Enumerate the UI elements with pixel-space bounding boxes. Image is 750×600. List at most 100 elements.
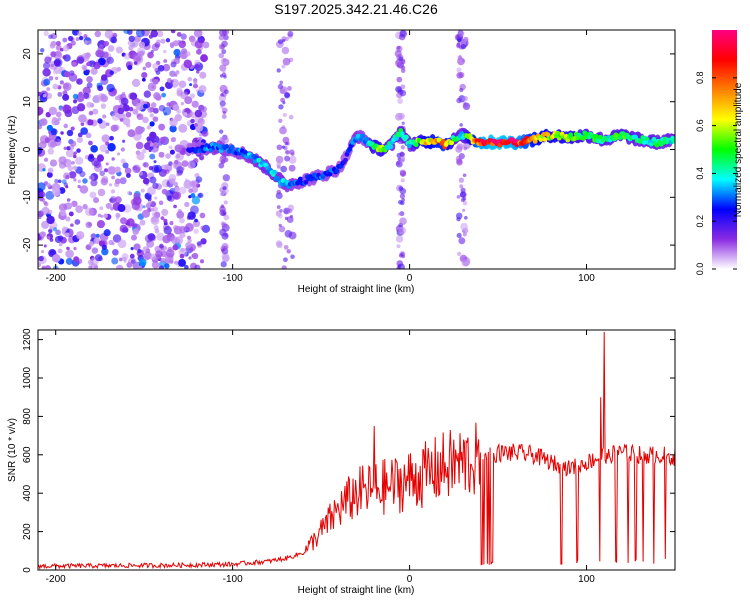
heatmap-speckle <box>107 45 115 52</box>
heatmap-speckle <box>46 236 51 240</box>
heatmap-speckle <box>183 179 193 189</box>
heatmap-speckle <box>169 70 176 77</box>
heatmap-speckle <box>97 213 102 218</box>
heatmap-speckle <box>219 191 225 197</box>
heatmap-speckle <box>128 35 135 42</box>
heatmap-speckle <box>111 242 115 246</box>
heatmap-speckle <box>127 129 136 138</box>
heatmap-speckle <box>169 178 176 185</box>
heatmap-speckle <box>190 193 196 198</box>
heatmap-speckle <box>87 259 94 266</box>
x-tick-label: 100 <box>578 574 595 585</box>
heatmap-speckle <box>49 249 56 256</box>
heatmap-speckle <box>401 121 405 125</box>
heatmap-speckle <box>45 92 53 100</box>
colorbar-tick-label: 0.0 <box>695 263 705 276</box>
heatmap-speckle <box>157 64 165 72</box>
heatmap-speckle <box>52 116 56 120</box>
heatmap-speckle <box>143 90 152 98</box>
ridge-cell <box>347 146 353 152</box>
heatmap-speckle <box>400 200 405 206</box>
heatmap-speckle <box>147 82 157 92</box>
heatmap-speckle <box>284 92 291 99</box>
heatmap-speckle <box>395 85 402 93</box>
heatmap-speckle <box>82 204 88 210</box>
heatmap-speckle <box>142 205 146 209</box>
heatmap-speckle <box>290 254 295 260</box>
heatmap-speckle <box>275 240 283 247</box>
heatmap-speckle <box>133 61 138 65</box>
heatmap-speckle <box>194 264 201 269</box>
heatmap-speckle <box>152 107 159 114</box>
heatmap-speckle <box>38 124 43 130</box>
heatmap-speckle <box>166 102 171 107</box>
heatmap-speckle <box>196 241 202 246</box>
heatmap-speckle <box>121 253 129 261</box>
heatmap-speckle <box>456 232 462 239</box>
heatmap-speckle <box>398 226 407 235</box>
heatmap-speckle <box>98 57 106 66</box>
heatmap-speckle <box>106 83 115 93</box>
heatmap-speckle <box>66 198 71 202</box>
heatmap-speckle <box>196 48 202 55</box>
heatmap-speckle <box>58 106 64 112</box>
heatmap-speckle <box>185 242 192 249</box>
heatmap-speckle <box>200 259 205 264</box>
heatmap-speckle <box>150 146 154 150</box>
heatmap-speckle <box>136 113 144 121</box>
heatmap-speckle <box>169 259 174 264</box>
ridge-cell <box>388 144 394 150</box>
heatmap-speckle <box>93 237 101 245</box>
heatmap-speckle <box>120 97 129 106</box>
heatmap-speckle <box>88 265 92 269</box>
heatmap-speckle <box>163 218 168 223</box>
heatmap-speckle <box>63 146 68 151</box>
heatmap-speckle <box>97 118 103 124</box>
heatmap-speckle <box>218 52 225 59</box>
heatmap-speckle <box>41 249 45 254</box>
heatmap-speckle <box>132 196 142 206</box>
heatmap-speckle <box>178 123 188 133</box>
heatmap-speckle <box>38 182 46 191</box>
heatmap-speckle <box>76 148 81 153</box>
heatmap-speckle <box>189 93 196 99</box>
heatmap-speckle <box>82 178 88 184</box>
heatmap-speckle <box>54 76 59 81</box>
heatmap-speckle <box>199 212 206 219</box>
heatmap-speckle <box>457 38 462 43</box>
heatmap-speckle <box>142 116 149 124</box>
y-tick-label: 1200 <box>22 328 33 351</box>
heatmap-speckle <box>178 258 187 267</box>
heatmap-speckle <box>456 216 461 222</box>
heatmap-speckle <box>110 124 118 132</box>
heatmap-speckle <box>46 171 53 178</box>
heatmap-speckle <box>287 30 294 37</box>
heatmap-speckle <box>458 30 465 37</box>
heatmap-speckle <box>156 39 161 45</box>
heatmap-speckle <box>197 123 202 128</box>
heatmap-speckle <box>287 208 293 214</box>
snr-x-ticks: -200 -100 0 100 <box>46 330 595 585</box>
heatmap-speckle <box>188 256 192 260</box>
heatmap-speckle <box>64 109 73 118</box>
heatmap-speckle <box>115 46 123 54</box>
heatmap-speckle <box>156 30 164 38</box>
heatmap-speckle <box>132 228 140 235</box>
heatmap-speckle <box>83 34 88 39</box>
heatmap-speckle <box>165 81 174 90</box>
heatmap-speckle <box>220 261 227 268</box>
heatmap-speckle <box>101 134 110 143</box>
heatmap-speckle <box>66 129 74 137</box>
ridge-cell <box>343 157 348 163</box>
heatmap-speckle <box>460 222 468 231</box>
heatmap-speckle <box>161 92 167 98</box>
heatmap-speckle <box>138 171 143 176</box>
ridge-cell <box>651 136 657 142</box>
heatmap-speckle <box>115 264 124 269</box>
colorbar-tick-label: 0.4 <box>695 167 705 180</box>
heatmap-speckle <box>73 246 77 251</box>
heatmap-speckle <box>47 167 54 174</box>
heatmap-speckle <box>127 257 137 267</box>
heatmap-speckle <box>150 30 159 38</box>
heatmap-speckle <box>460 43 467 50</box>
